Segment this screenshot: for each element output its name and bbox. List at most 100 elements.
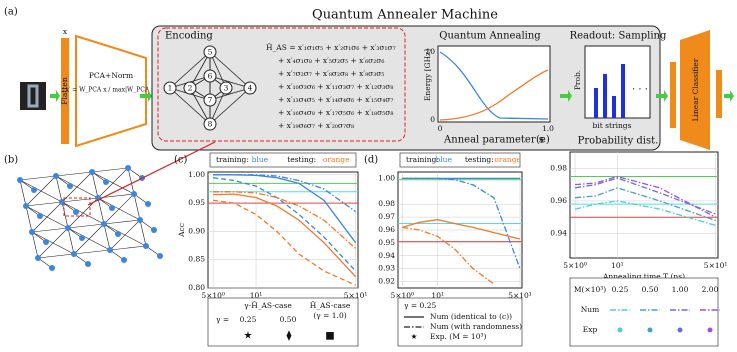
series-line bbox=[213, 199, 356, 286]
lattice-node bbox=[17, 177, 23, 183]
y-tick-label: 0.90 bbox=[188, 226, 205, 235]
series-line bbox=[575, 187, 716, 222]
lattice-edge bbox=[67, 227, 75, 255]
x-axis-label: Annealing time T (ns) bbox=[602, 272, 685, 281]
lattice-edge bbox=[19, 175, 57, 181]
lattice-node bbox=[35, 255, 41, 261]
graph-edge bbox=[209, 87, 251, 125]
y-tick-label: 0.98 bbox=[378, 199, 395, 208]
panel-label: (c) bbox=[174, 155, 188, 166]
series-line bbox=[402, 219, 521, 240]
graph-node bbox=[203, 117, 217, 131]
x-tick-label: 10¹ bbox=[250, 291, 263, 300]
arrow bbox=[724, 90, 734, 102]
s-label: Anneal parameter s bbox=[443, 135, 544, 146]
lattice-edge bbox=[37, 227, 69, 259]
lattice-edge bbox=[103, 219, 141, 225]
lattice-node bbox=[73, 209, 79, 215]
lattice-edge bbox=[103, 223, 111, 251]
node-label: 1 bbox=[168, 84, 173, 93]
lattice-edge bbox=[127, 167, 135, 195]
lattice-node bbox=[29, 229, 35, 235]
legend-text: orange bbox=[494, 155, 521, 164]
panel-label: (e) bbox=[536, 135, 550, 146]
lattice-node bbox=[125, 165, 131, 171]
lattice-edge bbox=[133, 193, 141, 221]
lattice-node bbox=[131, 191, 137, 197]
y-tick-label: 0.96 bbox=[550, 196, 567, 205]
series-line bbox=[402, 177, 521, 269]
classifier bbox=[680, 30, 710, 150]
graph-node bbox=[219, 81, 233, 95]
graph-node bbox=[203, 69, 217, 83]
energy-tick: 10 bbox=[425, 47, 435, 56]
zoom-box bbox=[63, 197, 91, 217]
lattice-edge bbox=[25, 175, 57, 207]
equation-line: + x′₁₀σ₃σ₆ + x′₁₁σ₃σ₇ + x′₁₂σ₃σ₈ bbox=[278, 82, 393, 91]
lattice-node bbox=[143, 243, 149, 249]
y-tick-label: 0.98 bbox=[550, 163, 567, 172]
lattice-node bbox=[115, 231, 121, 237]
lattice-edge bbox=[91, 171, 99, 199]
legend-head: M(×10³) bbox=[574, 285, 606, 294]
legend-text: Exp. (M = 10³) bbox=[430, 332, 486, 341]
y-tick-label: 0.94 bbox=[378, 251, 395, 260]
legend-text: training: bbox=[406, 155, 439, 164]
equation-line: + x′₁₆σ₄σ₈ + x′₁₇σ₅σ₆ + x′₁₈σ₅σ₈ bbox=[278, 108, 393, 117]
graph-node bbox=[183, 81, 197, 95]
legend-head: γ-Ĥ_AS-case bbox=[244, 301, 292, 310]
legend-box bbox=[569, 277, 719, 347]
graph-edge bbox=[209, 51, 227, 89]
y-tick-label: 0.97 bbox=[378, 212, 395, 221]
legend-text: blue bbox=[252, 155, 269, 164]
equation-line: + x′₇σ₂σ₇ + x′₈σ₂σ₈ + x′₉σ₃σ₅ bbox=[278, 69, 384, 78]
graph-edge bbox=[209, 51, 251, 89]
series-line bbox=[213, 193, 357, 278]
lattice-edge bbox=[25, 205, 33, 233]
legend-dot bbox=[647, 327, 653, 333]
legend-dot bbox=[617, 327, 623, 333]
series-line bbox=[213, 177, 357, 272]
x-tick-label: 5×10⁰ bbox=[201, 291, 225, 300]
arrow bbox=[656, 90, 668, 102]
lattice-node bbox=[49, 265, 55, 271]
lattice-node bbox=[151, 227, 157, 233]
legend-text: testing: bbox=[287, 155, 316, 164]
legend-text: Exp bbox=[583, 325, 598, 334]
legend-head: (γ = 1.0) bbox=[313, 311, 346, 320]
graph-node bbox=[203, 45, 217, 59]
equation-line: + x′₁₉σ₆σ₇ + x′₂₀σ₇σ₈ bbox=[278, 121, 354, 130]
lattice-node bbox=[157, 253, 163, 259]
equation-line: + x′₁₃σ₄σ₅ + x′₁₄σ₄σ₆ + x′₁₅σ₄σ₇ bbox=[278, 95, 393, 104]
y-tick-label: 1.00 bbox=[378, 173, 395, 182]
x-tick-label: 5×10⁰ bbox=[390, 291, 414, 300]
node-label: 4 bbox=[248, 84, 253, 93]
s-tick: 0 bbox=[438, 124, 443, 133]
y-tick-label: 1.00 bbox=[188, 170, 205, 179]
lattice-edge bbox=[55, 171, 93, 177]
dist-label: Probability dist. bbox=[578, 136, 659, 147]
pca-trapezoid bbox=[75, 34, 147, 148]
lattice-edge bbox=[103, 193, 135, 225]
lattice-edge bbox=[55, 175, 63, 203]
lattice-node bbox=[31, 187, 37, 193]
x-tick-label: 5×10¹ bbox=[344, 291, 368, 300]
y-tick-label: 0.96 bbox=[378, 225, 395, 234]
ground-energy bbox=[439, 51, 549, 120]
y-tick-label: 0.92 bbox=[378, 277, 395, 286]
lattice-node bbox=[121, 257, 127, 263]
legend-text: Num (identical to (c)) bbox=[430, 312, 512, 321]
legend-text: Num (with randomness) bbox=[430, 322, 522, 331]
x-tick-label: 5×10¹ bbox=[508, 291, 532, 300]
lattice-edge bbox=[61, 171, 93, 203]
lattice-node bbox=[79, 235, 85, 241]
lattice-node bbox=[71, 251, 77, 257]
lattice-node bbox=[89, 169, 95, 175]
legend-head: γ = 0.25 bbox=[404, 301, 436, 310]
lattice-edge bbox=[25, 201, 63, 207]
prob-bars bbox=[594, 64, 625, 118]
zoom-line bbox=[87, 141, 216, 206]
lattice-node bbox=[101, 221, 107, 227]
series-line bbox=[402, 226, 495, 285]
